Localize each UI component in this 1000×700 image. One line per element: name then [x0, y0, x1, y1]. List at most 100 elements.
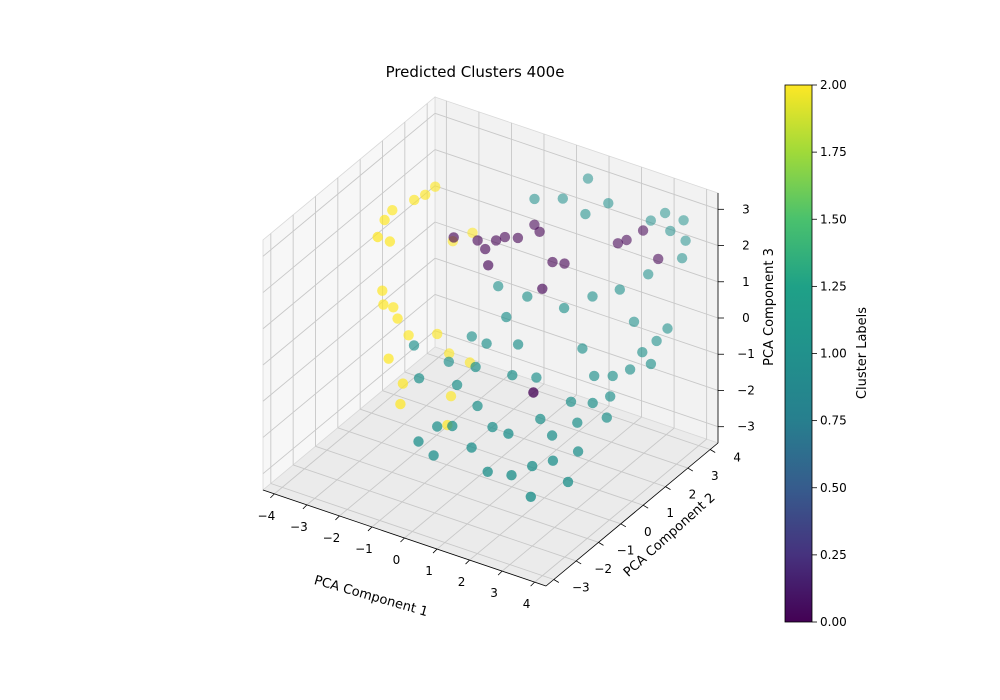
data-point-cluster-1	[413, 373, 425, 384]
data-point-cluster-1	[587, 397, 598, 409]
data-point-cluster-1	[605, 391, 616, 402]
data-point-cluster-1	[680, 235, 691, 246]
data-point-cluster-2	[377, 285, 388, 296]
grid-lines	[262, 100, 719, 583]
data-point-cluster-0	[472, 235, 483, 246]
data-point-cluster-1	[662, 323, 673, 334]
x-tick-label: 4	[523, 597, 531, 611]
data-point-cluster-1	[527, 460, 538, 472]
z-gridline-side	[262, 149, 436, 293]
data-point-cluster-1	[572, 417, 583, 428]
data-point-cluster-0	[547, 256, 558, 268]
x-tick-mark	[465, 559, 470, 565]
data-point-cluster-1	[628, 316, 640, 327]
x-tick-mark	[335, 515, 340, 521]
chart-title: Predicted Clusters 400e	[386, 63, 565, 81]
data-point-cluster-0	[480, 243, 491, 255]
data-point-cluster-1	[547, 455, 559, 466]
data-point-cluster-2	[395, 398, 406, 410]
data-point-cluster-1	[487, 421, 498, 433]
z-gridline-back	[434, 112, 719, 210]
data-point-cluster-2	[397, 378, 409, 389]
x-tick-mark	[530, 581, 535, 587]
y-tick-label: −1	[617, 543, 635, 557]
data-point-cluster-0	[637, 225, 649, 236]
y-gridline-floor	[270, 483, 554, 580]
data-point-cluster-1	[506, 470, 517, 481]
x-gridline-floor	[469, 416, 642, 561]
y-tick-mark	[709, 449, 716, 453]
colorbar-tick-label: 1.75	[820, 145, 847, 159]
x-gridline-floor	[534, 438, 707, 583]
z-tick-label: 2	[742, 239, 750, 253]
z-gridline-side	[262, 330, 436, 475]
z-tick-label: −1	[737, 347, 755, 361]
axis-lines	[262, 193, 724, 587]
colorbar-tick-label: 1.50	[820, 212, 847, 226]
data-point-cluster-1	[637, 347, 648, 358]
data-point-cluster-0	[612, 238, 624, 249]
data-point-cluster-1	[562, 476, 574, 488]
z-gridline-back	[434, 185, 719, 283]
colorbar-tick-label: 0.25	[820, 548, 847, 562]
colorbar	[784, 84, 813, 623]
y-gridline-floor	[360, 408, 644, 506]
data-point-cluster-2	[467, 227, 478, 238]
data-point-cluster-0	[448, 232, 459, 243]
x-tick-label: −3	[290, 520, 308, 534]
data-point-cluster-1	[601, 412, 612, 423]
z-gridline-back	[434, 257, 719, 355]
data-point-cluster-1	[624, 364, 636, 375]
x-tick-label: 2	[458, 575, 466, 589]
z-gridline-back	[434, 294, 719, 391]
data-point-cluster-1	[535, 413, 546, 425]
z-gridline-side	[262, 112, 436, 257]
data-point-cluster-2	[379, 214, 390, 226]
data-point-cluster-1	[481, 338, 492, 349]
data-point-cluster-1	[482, 466, 493, 477]
data-point-cluster-0	[621, 234, 632, 246]
data-point-cluster-2	[430, 181, 441, 192]
data-point-cluster-1	[603, 198, 614, 209]
data-point-cluster-1	[645, 215, 656, 226]
data-point-cluster-2	[445, 391, 457, 402]
y-gridline-floor	[404, 371, 688, 469]
x-tick-mark	[400, 537, 405, 543]
data-point-cluster-1	[531, 372, 542, 383]
x-gridline-floor	[404, 394, 577, 539]
data-point-cluster-1	[507, 370, 518, 381]
data-point-cluster-1	[614, 284, 625, 295]
data-point-cluster-1	[529, 193, 540, 205]
y-tick-mark	[642, 504, 649, 509]
y-gridline-floor	[315, 445, 599, 543]
z-tick-label: −2	[737, 383, 755, 397]
data-point-cluster-2	[387, 205, 398, 216]
data-point-cluster-1	[447, 420, 458, 432]
z-gridline-side	[262, 294, 436, 438]
y-tick-label: 1	[666, 506, 674, 520]
z-axis-label: PCA Component 3	[762, 248, 777, 366]
y-axis-line	[545, 442, 719, 587]
data-point-cluster-2	[444, 348, 455, 359]
y-tick-mark	[598, 542, 604, 546]
x-gridline-floor	[306, 361, 480, 506]
data-point-cluster-1	[451, 379, 463, 391]
data-point-cluster-0	[559, 258, 570, 269]
colorbar-tick-label: 2.00	[820, 78, 847, 92]
data-point-cluster-1	[678, 215, 689, 226]
data-point-cluster-2	[420, 189, 431, 200]
z-gridline-side	[262, 221, 436, 366]
data-points	[372, 173, 691, 502]
data-point-cluster-1	[501, 311, 512, 323]
y-tick-mark	[553, 579, 560, 583]
colorbar-tick-label: 0.75	[820, 414, 847, 428]
x-gridline-floor	[436, 405, 610, 550]
x-tick-label: 0	[393, 553, 401, 567]
data-point-cluster-1	[665, 225, 676, 237]
data-point-cluster-1	[557, 193, 568, 204]
data-point-cluster-1	[472, 400, 483, 412]
x-tick-label: 1	[425, 564, 433, 578]
colorbar-tick-label: 1.25	[820, 279, 847, 293]
x-tick-label: −1	[355, 542, 373, 556]
